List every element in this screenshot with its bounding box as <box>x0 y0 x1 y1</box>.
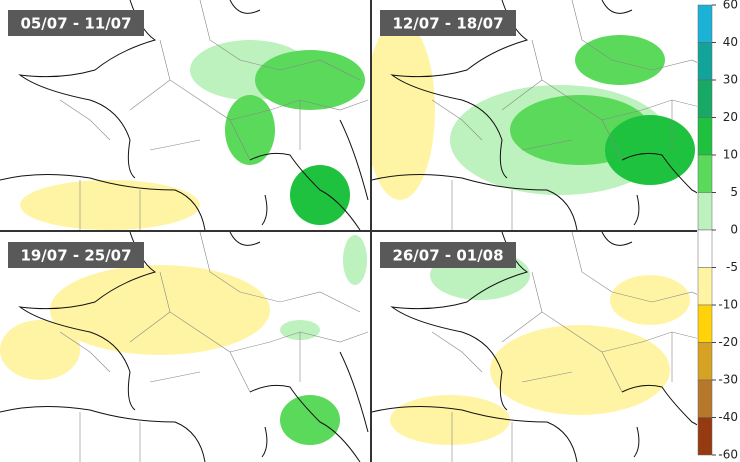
panel-label: 12/07 - 18/07 <box>392 15 503 33</box>
legend-band <box>697 304 713 343</box>
legend-tick-label: 20 <box>723 110 738 124</box>
legend-band <box>697 79 713 118</box>
map-panel <box>0 232 369 462</box>
legend-band <box>697 117 713 156</box>
legend-band <box>697 192 713 231</box>
legend-tick-label: 60 <box>723 0 738 12</box>
panel-label-box <box>8 242 144 268</box>
map-panel <box>0 0 369 230</box>
legend-band <box>697 42 713 81</box>
legend-tick-label: -10 <box>718 298 738 312</box>
legend-tick-label: -30 <box>718 373 738 387</box>
panel-label-box <box>380 242 516 268</box>
panel-label: 19/07 - 25/07 <box>20 247 131 265</box>
legend-band <box>697 154 713 193</box>
map-panel <box>372 232 697 462</box>
panel-label-box <box>8 10 144 36</box>
panel-label-box <box>380 10 516 36</box>
legend-band <box>697 379 713 418</box>
legend-tick-label: -40 <box>718 410 738 424</box>
map-panel <box>372 0 697 230</box>
panel-label: 05/07 - 11/07 <box>20 15 131 33</box>
legend-band <box>697 229 713 268</box>
legend-tick-label: 0 <box>730 223 738 237</box>
legend-band <box>697 342 713 381</box>
legend-tick-label: -5 <box>726 260 738 274</box>
legend-tick-label: 40 <box>723 35 738 49</box>
legend-band <box>697 417 713 456</box>
legend-tick-label: 10 <box>723 148 738 162</box>
panel-label: 26/07 - 01/08 <box>392 247 503 265</box>
legend-tick-label: 30 <box>723 73 738 87</box>
legend-tick-label: -20 <box>718 335 738 349</box>
legend-band <box>697 4 713 43</box>
legend-tick-label: 5 <box>730 185 738 199</box>
legend-band <box>697 267 713 306</box>
legend-tick-label: -60 <box>718 448 738 462</box>
